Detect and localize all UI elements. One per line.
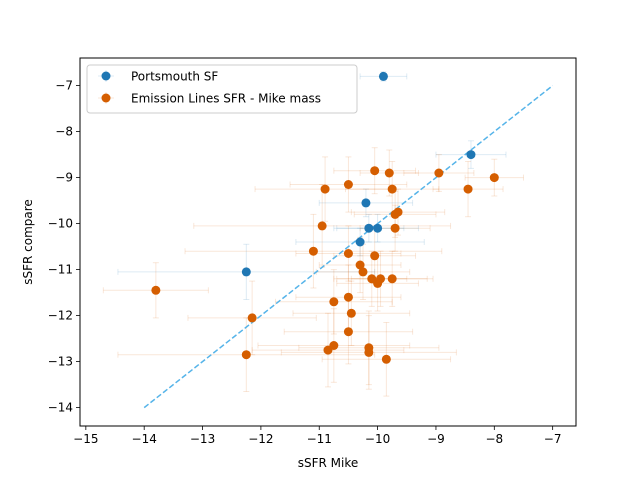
y-tick-label: −10	[48, 217, 73, 231]
legend-marker-0	[101, 71, 111, 81]
data-point-s1-p19	[373, 278, 383, 288]
y-tick-label: −12	[48, 309, 73, 323]
data-point-s1-p25	[247, 313, 257, 323]
x-tick-label: −11	[307, 432, 332, 446]
data-point-s0-p1	[466, 150, 476, 160]
data-point-s1-p4	[320, 184, 330, 194]
data-point-s0-p5	[355, 237, 365, 247]
data-point-s1-p9	[393, 207, 403, 217]
data-point-s1-p22	[343, 292, 353, 302]
data-point-s1-p0	[370, 166, 380, 176]
data-point-s1-p32	[381, 354, 391, 364]
data-point-s1-p6	[387, 184, 397, 194]
y-tick-label: −7	[55, 79, 73, 93]
y-tick-label: −11	[48, 263, 73, 277]
data-point-s0-p0	[378, 71, 388, 81]
data-point-s1-p16	[358, 267, 368, 277]
data-point-s0-p3	[364, 223, 374, 233]
data-point-s1-p11	[317, 221, 327, 231]
data-point-s1-p10	[390, 223, 400, 233]
legend-label-0: Portsmouth SF	[131, 70, 218, 84]
data-point-s1-p28	[323, 345, 333, 355]
x-tick-label: −14	[132, 432, 157, 446]
error-bars-layer	[102, 71, 524, 397]
data-point-s0-p6	[241, 267, 251, 277]
data-point-s1-p14	[370, 251, 380, 261]
data-point-s1-p20	[387, 274, 397, 284]
x-tick-label: −9	[427, 432, 445, 446]
x-tick-label: −15	[73, 432, 98, 446]
data-point-s0-p2	[361, 198, 371, 208]
plot-area-frame	[79, 57, 577, 427]
data-point-s1-p12	[308, 246, 318, 256]
x-axis-ticks: −15 −14 −13 −12 −11 −10 −9 −8 −7	[73, 426, 562, 446]
x-tick-label: −13	[190, 432, 215, 446]
legend: Portsmouth SF Emission Lines SFR - Mike m…	[86, 64, 358, 114]
y-tick-label: −8	[55, 125, 73, 139]
x-tick-label: −12	[248, 432, 273, 446]
x-tick-label: −10	[365, 432, 390, 446]
legend-marker-1	[101, 93, 111, 103]
y-tick-label: −13	[48, 355, 73, 369]
data-point-s1-p24	[346, 308, 356, 318]
reference-line	[143, 85, 554, 409]
y-axis-ticks: −14 −13 −12 −11 −10 −9 −8 −7	[48, 79, 80, 415]
data-point-s0-p4	[373, 223, 383, 233]
data-point-s1-p1	[384, 168, 394, 178]
data-point-s1-p2	[434, 168, 444, 178]
data-point-s1-p21	[151, 285, 161, 295]
y-tick-label: −9	[55, 171, 73, 185]
data-point-s1-p13	[343, 249, 353, 258]
data-point-s1-p15	[355, 260, 365, 270]
data-point-s1-p5	[343, 180, 353, 189]
data-point-s1-p7	[463, 184, 473, 194]
data-point-s1-p30	[364, 347, 374, 357]
legend-box	[86, 64, 358, 114]
x-axis-label: sSFR Mike	[298, 456, 359, 470]
data-point-s1-p26	[343, 327, 353, 337]
legend-label-1: Emission Lines SFR - Mike mass	[131, 92, 321, 106]
data-point-s1-p3	[489, 173, 499, 183]
data-point-s1-p31	[241, 350, 251, 360]
y-axis-label: sSFR compare	[21, 199, 35, 285]
data-points-layer	[151, 71, 499, 364]
data-point-s1-p23	[329, 297, 339, 307]
x-tick-label: −8	[485, 432, 503, 446]
reference-line-layer	[143, 85, 554, 409]
x-tick-label: −7	[544, 432, 562, 446]
y-tick-label: −14	[48, 401, 73, 415]
